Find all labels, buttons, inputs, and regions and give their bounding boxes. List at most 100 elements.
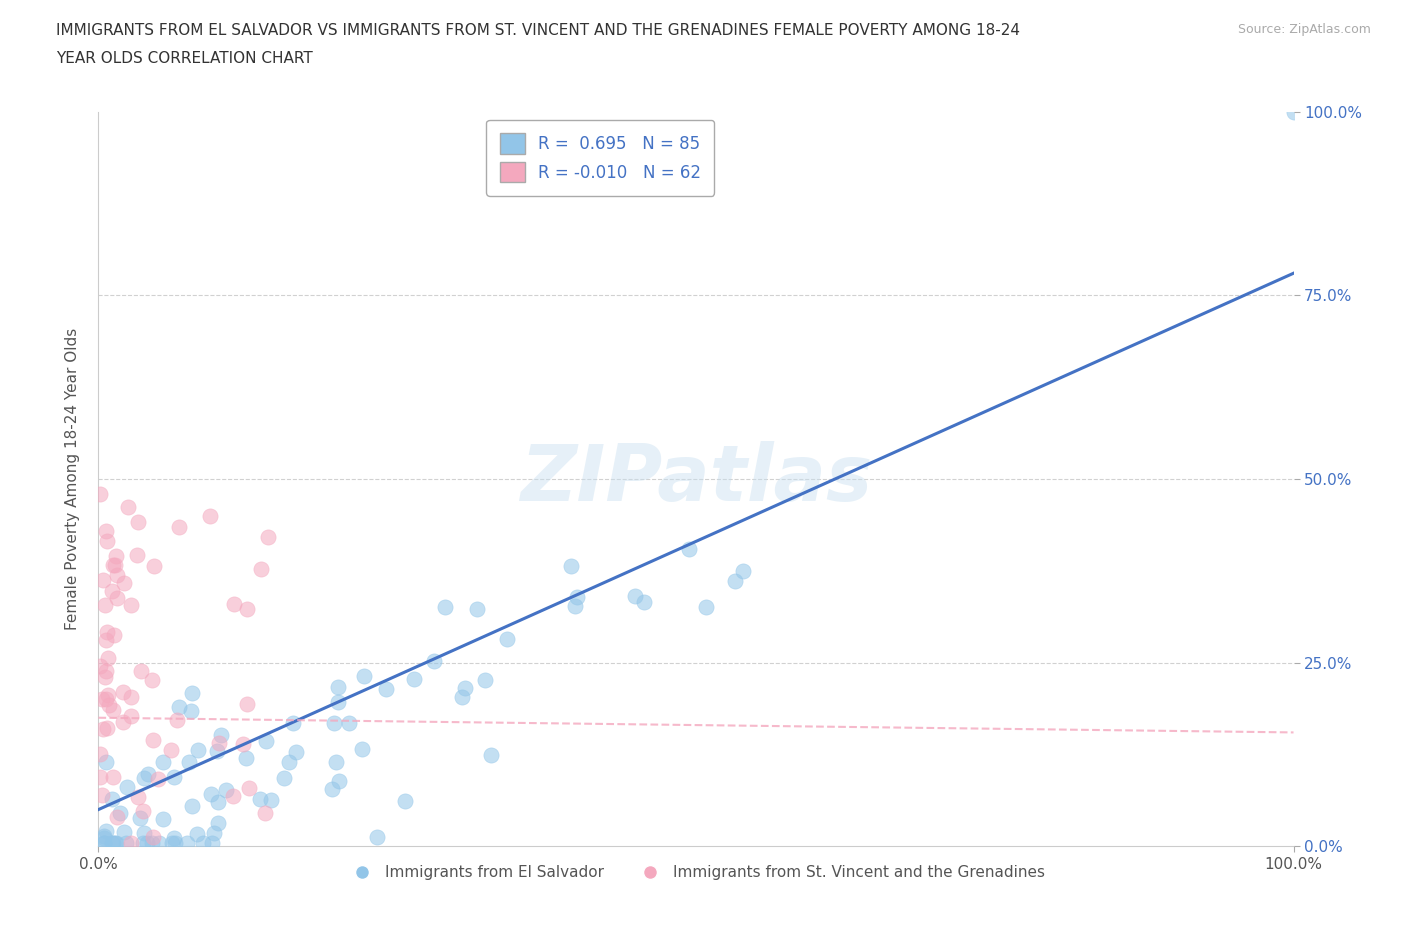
Point bbox=[496, 631, 519, 646]
Point bbox=[89, 658, 111, 673]
Y-axis label: Female Poverty Among 18-24 Year Olds: Female Poverty Among 18-24 Year Olds bbox=[65, 328, 80, 631]
Point bbox=[132, 825, 155, 840]
Point bbox=[101, 835, 124, 850]
Point bbox=[678, 541, 700, 556]
Point bbox=[633, 595, 655, 610]
Point bbox=[695, 600, 717, 615]
Point bbox=[112, 575, 135, 590]
Point bbox=[177, 754, 200, 769]
Point bbox=[105, 835, 128, 850]
Point bbox=[193, 835, 215, 850]
Point bbox=[465, 602, 488, 617]
Point bbox=[96, 625, 118, 640]
Point bbox=[186, 743, 208, 758]
Point bbox=[101, 835, 124, 850]
Point bbox=[169, 699, 191, 714]
Point bbox=[235, 602, 257, 617]
Point bbox=[208, 736, 231, 751]
Point bbox=[120, 836, 142, 851]
Point bbox=[337, 715, 360, 730]
Point bbox=[112, 715, 135, 730]
Point bbox=[374, 682, 396, 697]
Point bbox=[207, 795, 229, 810]
Point bbox=[209, 727, 232, 742]
Point bbox=[96, 687, 118, 702]
Point bbox=[105, 549, 128, 564]
Point bbox=[366, 830, 388, 844]
Point bbox=[283, 715, 305, 730]
Point bbox=[479, 748, 502, 763]
Text: Source: ZipAtlas.com: Source: ZipAtlas.com bbox=[1237, 23, 1371, 36]
Point bbox=[260, 792, 283, 807]
Point bbox=[160, 835, 183, 850]
Point bbox=[142, 830, 165, 844]
Point bbox=[136, 766, 159, 781]
Point bbox=[254, 734, 277, 749]
Point bbox=[136, 835, 159, 850]
Point bbox=[454, 680, 477, 695]
Point bbox=[89, 486, 111, 501]
Point bbox=[89, 769, 111, 784]
Point bbox=[89, 746, 111, 761]
Point bbox=[167, 519, 190, 534]
Point bbox=[120, 709, 142, 724]
Point bbox=[94, 754, 117, 769]
Point bbox=[322, 715, 344, 730]
Point bbox=[101, 557, 124, 572]
Point bbox=[163, 835, 186, 850]
Point bbox=[250, 562, 273, 577]
Point bbox=[163, 769, 186, 784]
Point bbox=[201, 835, 224, 850]
Point bbox=[451, 690, 474, 705]
Point bbox=[176, 835, 198, 850]
Point bbox=[166, 712, 188, 727]
Point bbox=[325, 755, 347, 770]
Point bbox=[101, 702, 124, 717]
Point bbox=[232, 737, 254, 751]
Point bbox=[731, 564, 754, 578]
Point bbox=[249, 791, 271, 806]
Point bbox=[94, 632, 117, 647]
Point bbox=[93, 573, 115, 588]
Point bbox=[132, 771, 155, 786]
Point bbox=[111, 684, 134, 699]
Point bbox=[273, 771, 295, 786]
Point bbox=[180, 799, 202, 814]
Point bbox=[202, 826, 225, 841]
Point bbox=[108, 805, 131, 820]
Point bbox=[91, 691, 114, 706]
Point bbox=[94, 524, 117, 538]
Point bbox=[125, 548, 148, 563]
Point bbox=[353, 669, 375, 684]
Point bbox=[96, 533, 118, 548]
Point bbox=[93, 835, 115, 850]
Point bbox=[127, 790, 149, 804]
Point bbox=[104, 835, 127, 850]
Point bbox=[207, 743, 229, 758]
Point bbox=[236, 697, 259, 711]
Point bbox=[94, 597, 117, 612]
Point bbox=[120, 598, 142, 613]
Point bbox=[560, 559, 582, 574]
Point bbox=[1282, 104, 1305, 119]
Point bbox=[328, 774, 350, 789]
Point bbox=[115, 779, 138, 794]
Point bbox=[474, 672, 496, 687]
Point bbox=[129, 811, 152, 826]
Point bbox=[91, 721, 114, 736]
Point bbox=[284, 745, 307, 760]
Point bbox=[181, 685, 204, 700]
Point bbox=[180, 704, 202, 719]
Point bbox=[214, 783, 236, 798]
Point bbox=[105, 591, 128, 605]
Point bbox=[321, 781, 343, 796]
Point bbox=[350, 742, 373, 757]
Point bbox=[159, 742, 181, 757]
Point bbox=[148, 835, 170, 850]
Point bbox=[326, 694, 349, 709]
Point bbox=[94, 670, 117, 684]
Point bbox=[277, 754, 299, 769]
Text: ZIPatlas: ZIPatlas bbox=[520, 441, 872, 517]
Point bbox=[404, 671, 426, 686]
Point bbox=[93, 830, 115, 845]
